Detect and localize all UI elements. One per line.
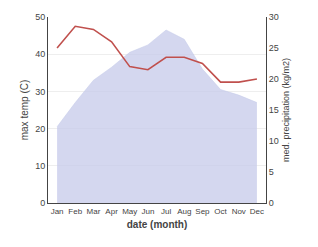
svg-text:date (month): date (month) xyxy=(127,219,188,230)
svg-text:0: 0 xyxy=(40,198,45,208)
svg-text:30: 30 xyxy=(35,87,45,97)
svg-text:Jan: Jan xyxy=(51,207,64,216)
svg-text:Nov: Nov xyxy=(232,207,246,216)
svg-text:0: 0 xyxy=(269,198,274,208)
svg-text:med. precipitation (kg/m2): med. precipitation (kg/m2) xyxy=(281,58,291,162)
svg-text:Aug: Aug xyxy=(177,207,191,216)
svg-text:25: 25 xyxy=(269,43,279,53)
svg-text:Feb: Feb xyxy=(68,207,82,216)
svg-text:20: 20 xyxy=(35,124,45,134)
svg-text:40: 40 xyxy=(35,49,45,59)
svg-text:10: 10 xyxy=(269,136,279,146)
svg-text:Sep: Sep xyxy=(195,207,210,216)
svg-text:Mar: Mar xyxy=(87,207,101,216)
svg-text:15: 15 xyxy=(269,105,279,115)
svg-text:Oct: Oct xyxy=(214,207,227,216)
svg-text:10: 10 xyxy=(35,161,45,171)
svg-text:20: 20 xyxy=(269,74,279,84)
svg-text:Jun: Jun xyxy=(141,207,154,216)
svg-text:50: 50 xyxy=(35,12,45,22)
svg-text:5: 5 xyxy=(269,167,274,177)
svg-text:Jul: Jul xyxy=(161,207,171,216)
svg-text:max temp (C): max temp (C) xyxy=(19,80,30,141)
svg-text:Dec: Dec xyxy=(250,207,264,216)
svg-text:30: 30 xyxy=(269,12,279,22)
svg-text:May: May xyxy=(122,207,137,216)
svg-text:Apr: Apr xyxy=(105,207,118,216)
